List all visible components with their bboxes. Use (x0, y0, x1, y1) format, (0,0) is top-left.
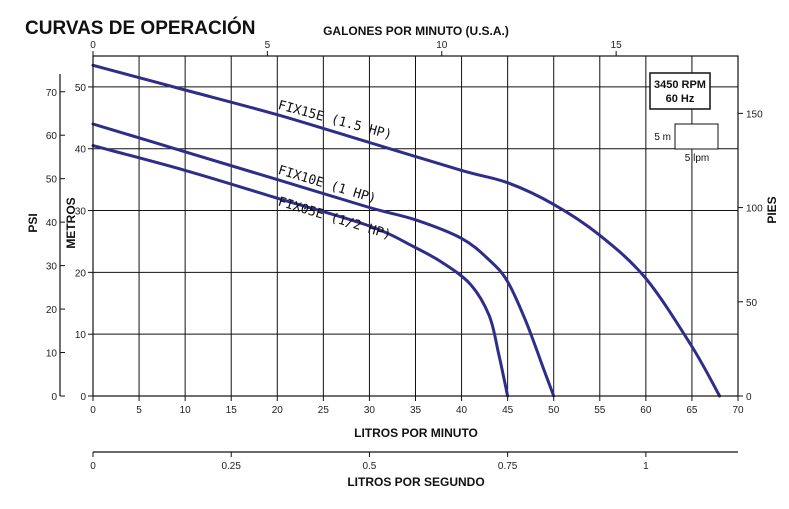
x3-tick-label: 0.5 (362, 461, 376, 472)
x-tick-label: 70 (732, 405, 744, 416)
legend-rpm: 3450 RPM (654, 79, 706, 91)
x-tick-label: 50 (548, 405, 560, 416)
y-tick-label: 30 (75, 207, 87, 218)
x2-tick-label: 5 (265, 40, 271, 51)
scale-box (674, 123, 719, 150)
x3-tick-label: 1 (643, 461, 649, 472)
y2-tick-label: 50 (46, 175, 58, 186)
x-tick-label: 30 (364, 405, 376, 416)
series-layer: FIX15E (1.5 HP)FIX10E (1 HP)FIX05E (1/2 … (91, 63, 722, 398)
top-axis-label: GALONES POR MINUTO (U.S.A.) (323, 24, 509, 38)
meters-axis-label: METROS (64, 197, 78, 248)
series-line-2 (91, 144, 510, 398)
x-tick-label: 40 (456, 405, 468, 416)
ticks-layer: 0 5 10 15 20 25 30 35 40 45 50 55 60 65 700 5 10 150 0.25 0… (46, 40, 763, 472)
scale-horizontal-label: 5 lpm (685, 153, 709, 164)
series-line-0 (91, 63, 722, 398)
x2-tick-label: 0 (90, 40, 96, 51)
series-line-1 (91, 122, 556, 398)
x-tick-label: 65 (686, 405, 698, 416)
legend-box-frame (649, 72, 711, 110)
grid-layer (93, 56, 738, 396)
x3-tick-label: 0.75 (498, 461, 518, 472)
x-tick-label: 15 (226, 405, 238, 416)
y-tick-label: 20 (75, 268, 87, 279)
chart-title: CURVAS DE OPERACIÓN (25, 17, 256, 39)
x2-tick-label: 10 (436, 40, 448, 51)
y2-tick-label: 60 (46, 131, 58, 142)
y3-tick-label: 150 (746, 109, 763, 120)
y2-tick-label: 70 (46, 88, 58, 99)
y3-tick-label: 50 (746, 298, 758, 309)
x-tick-label: 55 (594, 405, 606, 416)
x3-tick-label: 0 (90, 461, 96, 472)
psi-axis-label: PSI (26, 213, 40, 232)
series-label-2: FIX05E (1/2 HP) (276, 195, 393, 243)
y-tick-label: 50 (75, 83, 87, 94)
x2-tick-label: 15 (611, 40, 623, 51)
scale-vertical-label: 5 m (654, 132, 671, 143)
y-tick-label: 0 (80, 392, 86, 403)
y2-tick-label: 40 (46, 218, 58, 229)
y2-tick-label: 30 (46, 262, 58, 273)
legend-hz: 60 Hz (666, 93, 695, 105)
y3-tick-label: 100 (746, 204, 763, 215)
x-tick-label: 20 (272, 405, 284, 416)
y2-tick-label: 0 (51, 392, 57, 403)
x-tick-label: 10 (180, 405, 192, 416)
y-tick-label: 40 (75, 145, 87, 156)
y2-tick-label: 20 (46, 305, 58, 316)
x-tick-label: 5 (136, 405, 142, 416)
second-bottom-axis-label: LITROS POR SEGUNDO (347, 475, 484, 489)
legend-box: 3450 RPM 60 Hz 5 m 5 lpm (649, 72, 719, 164)
x-tick-label: 0 (90, 405, 96, 416)
x-tick-label: 60 (640, 405, 652, 416)
x-tick-label: 35 (410, 405, 422, 416)
x-tick-label: 45 (502, 405, 514, 416)
x3-tick-label: 0.25 (221, 461, 241, 472)
y3-tick-label: 0 (746, 392, 752, 403)
plot-frame (92, 55, 739, 397)
y-tick-label: 10 (75, 330, 87, 341)
feet-axis-label: PIES (765, 196, 779, 223)
bottom-axis-label: LITROS POR MINUTO (354, 426, 478, 440)
y2-tick-label: 10 (46, 349, 58, 360)
x-tick-label: 25 (318, 405, 330, 416)
